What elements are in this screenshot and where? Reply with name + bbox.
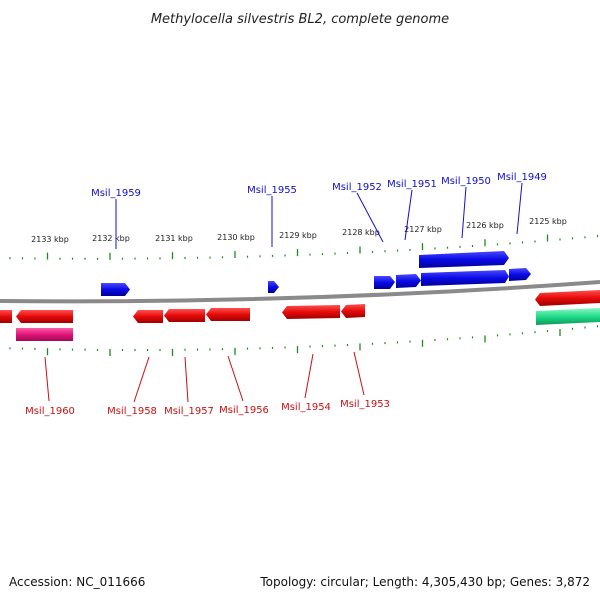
gene-msil-1959[interactable] — [101, 283, 130, 296]
accession-text: Accession: NC_011666 — [9, 575, 145, 589]
gene-label-msil-1955[interactable]: Msil_1955 — [247, 185, 297, 196]
gene-label-msil-1956[interactable]: Msil_1956 — [219, 405, 269, 416]
scale-label: 2131 kbp — [155, 234, 193, 243]
gene-msil-1950[interactable] — [419, 251, 509, 268]
gene-partial-left[interactable] — [0, 310, 12, 323]
map-title: Methylocella silvestris BL2, complete ge… — [151, 12, 449, 27]
gene-msil-1958[interactable] — [133, 310, 163, 323]
gene-msil-1955[interactable] — [268, 281, 279, 293]
gene-label-msil-1952[interactable]: Msil_1952 — [332, 182, 382, 193]
gene-partial-right[interactable] — [535, 290, 600, 306]
forward-strand-genes — [101, 251, 531, 296]
gene-msil-1949[interactable] — [509, 268, 531, 281]
scale-label: 2127 kbp — [404, 225, 442, 234]
gene-label-msil-1949[interactable]: Msil_1949 — [497, 172, 547, 183]
gene-msil-1960-magenta[interactable] — [16, 328, 73, 341]
lower-scale-ticks — [9, 325, 599, 356]
gene-msil-1950-lower[interactable] — [421, 270, 509, 286]
gene-label-msil-1951[interactable]: Msil_1951 — [387, 179, 437, 190]
reverse-gene-labels: Msil_1960 Msil_1958 Msil_1957 Msil_1956 … — [25, 351, 390, 417]
scale-label: 2133 kbp — [31, 235, 69, 244]
topology-summary: Topology: circular; Length: 4,305,430 bp… — [259, 575, 590, 589]
gene-msil-1956[interactable] — [206, 308, 250, 321]
gene-msil-1954[interactable] — [282, 305, 340, 319]
upper-scale-ticks — [9, 234, 599, 260]
scale-label: 2132 kbp — [92, 234, 130, 243]
forward-gene-labels: Msil_1959 Msil_1955 Msil_1952 Msil_1951 … — [91, 172, 547, 249]
reverse-strand-genes — [0, 290, 600, 341]
gene-label-msil-1950[interactable]: Msil_1950 — [441, 176, 491, 187]
gene-label-msil-1960[interactable]: Msil_1960 — [25, 406, 75, 417]
genome-backbone — [0, 280, 600, 304]
gene-label-msil-1959[interactable]: Msil_1959 — [91, 188, 141, 199]
scale-label: 2125 kbp — [529, 217, 567, 226]
gene-label-msil-1958[interactable]: Msil_1958 — [107, 406, 157, 417]
gene-msil-1951[interactable] — [396, 274, 421, 288]
scale-label: 2130 kbp — [217, 233, 255, 242]
scale-label: 2126 kbp — [466, 221, 504, 230]
gene-label-msil-1953[interactable]: Msil_1953 — [340, 399, 390, 410]
gene-label-msil-1954[interactable]: Msil_1954 — [281, 402, 331, 413]
gene-msil-1953[interactable] — [341, 304, 365, 318]
gene-msil-1952[interactable] — [374, 276, 395, 289]
gene-partial-right-teal[interactable] — [536, 308, 600, 325]
gene-msil-1957[interactable] — [164, 309, 205, 322]
gene-label-msil-1957[interactable]: Msil_1957 — [164, 406, 214, 417]
gene-msil-1960[interactable] — [16, 310, 73, 323]
scale-label: 2128 kbp — [342, 228, 380, 237]
scale-label: 2129 kbp — [279, 231, 317, 240]
scale-labels: 2133 kbp 2132 kbp 2131 kbp 2130 kbp 2129… — [31, 217, 567, 244]
